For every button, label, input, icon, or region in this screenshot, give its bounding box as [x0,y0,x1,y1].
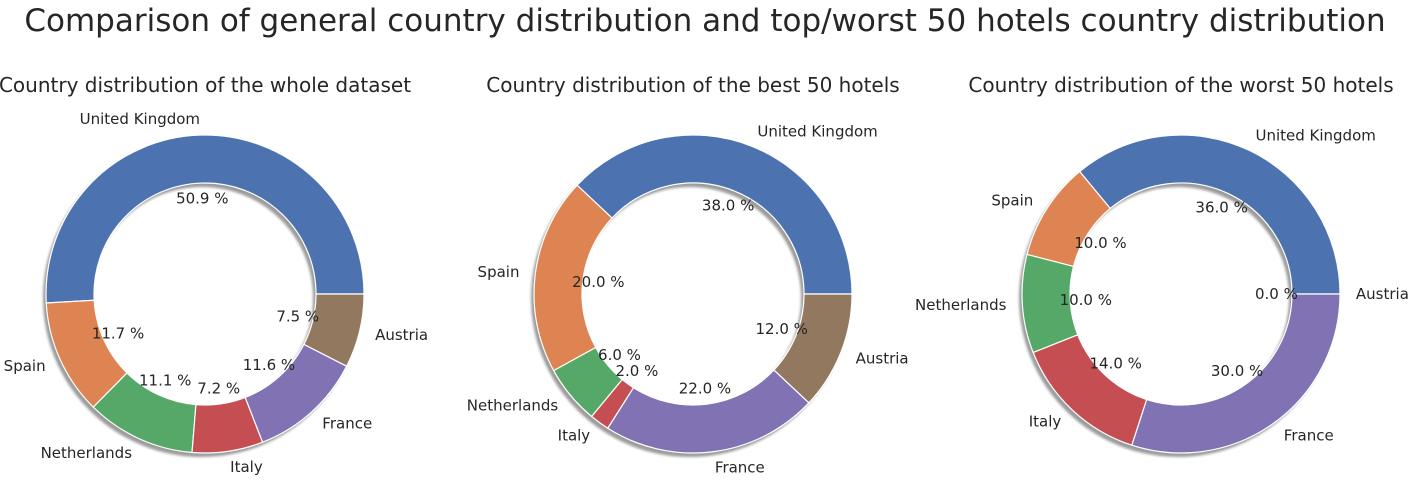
slice-france [1131,293,1341,454]
category-label-netherlands: Netherlands [915,296,1007,314]
percent-label-united-kingdom: 36.0 % [1195,199,1247,217]
donut-panel-1: Country distribution of the whole datase… [0,73,428,476]
percent-label-austria: 0.0 % [1255,285,1298,303]
slice-united-kingdom [576,134,853,295]
category-label-netherlands: Netherlands [467,396,559,414]
percent-label-france: 30.0 % [1211,362,1263,380]
percent-label-italy: 2.0 % [615,362,658,380]
category-label-france: France [1284,426,1334,444]
slice-united-kingdom [1079,134,1341,295]
panel-title: Country distribution of the whole datase… [0,73,411,97]
percent-label-spain: 11.7 % [92,324,144,342]
category-label-france: France [715,459,765,477]
percent-label-netherlands: 10.0 % [1060,291,1112,309]
percent-label-united-kingdom: 50.9 % [176,190,228,208]
category-label-italy: Italy [558,426,591,444]
slice-united-kingdom [45,134,365,304]
category-label-france: France [322,415,372,433]
category-label-spain: Spain [4,357,46,375]
category-label-united-kingdom: United Kingdom [80,110,200,128]
donut-panel-2: Country distribution of the best 50 hote… [467,73,909,477]
category-label-spain: Spain [478,263,520,281]
percent-label-italy: 14.0 % [1089,355,1141,373]
slice-austria [303,293,365,367]
percent-label-france: 11.6 % [243,356,295,374]
percent-label-netherlands: 11.1 % [139,372,191,390]
category-label-austria: Austria [1356,285,1409,303]
category-label-italy: Italy [230,458,263,476]
percent-label-united-kingdom: 38.0 % [702,196,754,214]
percent-label-austria: 7.5 % [276,307,319,325]
percent-label-spain: 20.0 % [572,273,624,291]
figure-suptitle: Comparison of general country distributi… [24,3,1386,39]
category-label-united-kingdom: United Kingdom [1255,127,1375,145]
category-label-netherlands: Netherlands [41,444,133,462]
percent-label-france: 22.0 % [679,380,731,398]
panel-title: Country distribution of the worst 50 hot… [968,73,1393,97]
percent-label-austria: 12.0 % [755,320,807,338]
donut-panel-3: Country distribution of the worst 50 hot… [915,73,1409,457]
category-label-austria: Austria [375,326,428,344]
category-label-united-kingdom: United Kingdom [757,122,877,140]
percent-label-italy: 7.2 % [197,379,240,397]
percent-label-spain: 10.0 % [1074,234,1126,252]
category-label-spain: Spain [991,191,1033,209]
category-label-austria: Austria [856,349,909,367]
category-label-italy: Italy [1029,412,1062,430]
slice-austria [773,293,853,404]
panel-title: Country distribution of the best 50 hote… [486,73,899,97]
percent-label-netherlands: 6.0 % [598,346,641,364]
